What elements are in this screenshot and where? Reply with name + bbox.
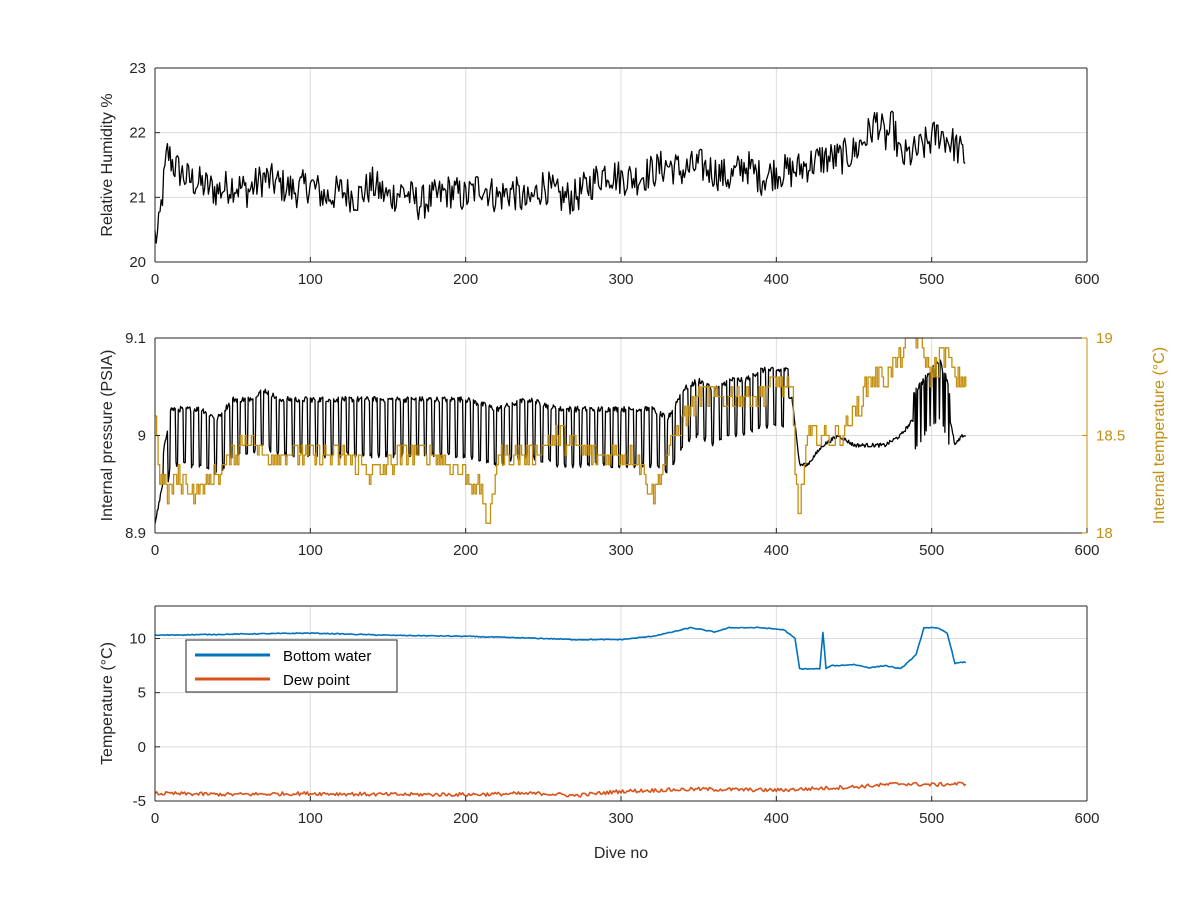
y-tick-label: 9.1 (125, 330, 146, 347)
y-axis-label: Temperature (°C) (99, 642, 116, 765)
x-tick-label: 600 (1074, 271, 1099, 288)
y-tick-label: 8.9 (125, 525, 146, 542)
x-tick-label: 500 (919, 542, 944, 559)
x-tick-label: 300 (608, 271, 633, 288)
x-tick-label: 100 (298, 810, 323, 827)
y-tick-label: 9 (138, 428, 146, 445)
x-tick-label: 100 (298, 271, 323, 288)
x-tick-label: 200 (453, 542, 478, 559)
x-tick-label: 0 (151, 542, 159, 559)
x-tick-label: 0 (151, 271, 159, 288)
x-tick-label: 600 (1074, 810, 1099, 827)
series-line-dew-point (154, 781, 967, 798)
x-tick-label: 0 (151, 810, 159, 827)
pressure-temperature-panel: 0 100 200 300 400 500 600 8.9 9 9.1 18 18.5 19 Intern… (99, 330, 1168, 559)
y-axis-right-label: Internal temperature (°C) (1151, 347, 1168, 524)
x-tick-label: 600 (1074, 542, 1099, 559)
y-right-tick-label: 18 (1096, 525, 1113, 542)
y-tick-label: 0 (138, 739, 146, 756)
y-axis-label: Internal pressure (PSIA) (99, 350, 116, 522)
series-line-humidity-main (154, 110, 966, 244)
humidity-panel: 0 100 200 300 400 500 600 20 21 22 23 Relative Humi… (99, 60, 1100, 288)
legend-label: Dew point (283, 672, 351, 689)
x-tick-label: 100 (298, 542, 323, 559)
y-tick-label: 5 (138, 685, 146, 702)
x-tick-label: 500 (919, 810, 944, 827)
temperature-panel: 0 100 200 300 400 500 600 -5 0 5 10 Temperature (°C… (99, 605, 1100, 862)
y-tick-label: 10 (129, 631, 146, 648)
x-axis-label: Dive no (594, 845, 648, 862)
y-tick-label: 22 (129, 125, 146, 142)
legend-box (185, 639, 398, 693)
x-tick-label: 200 (453, 271, 478, 288)
x-tick-label: 400 (764, 542, 789, 559)
y-axis-label: Relative Humidity % (99, 93, 116, 236)
x-tick-label: 400 (764, 810, 789, 827)
series-line-bottom-water (154, 626, 967, 671)
x-tick-label: 300 (608, 542, 633, 559)
series-line-pressure-right (155, 337, 967, 524)
y-right-tick-label: 19 (1096, 330, 1113, 347)
y-tick-label: -5 (133, 793, 146, 810)
x-tick-label: 400 (764, 271, 789, 288)
y-tick-label: 20 (129, 254, 146, 271)
y-tick-label: 21 (129, 189, 146, 206)
y-right-tick-label: 18.5 (1096, 428, 1125, 445)
x-tick-label: 300 (608, 810, 633, 827)
y-tick-label: 23 (129, 60, 146, 77)
x-tick-label: 200 (453, 810, 478, 827)
legend-label: Bottom water (283, 648, 371, 665)
series-line-pressure-left (154, 359, 966, 524)
x-tick-label: 500 (919, 271, 944, 288)
legend: Bottom water Dew point (185, 639, 398, 693)
